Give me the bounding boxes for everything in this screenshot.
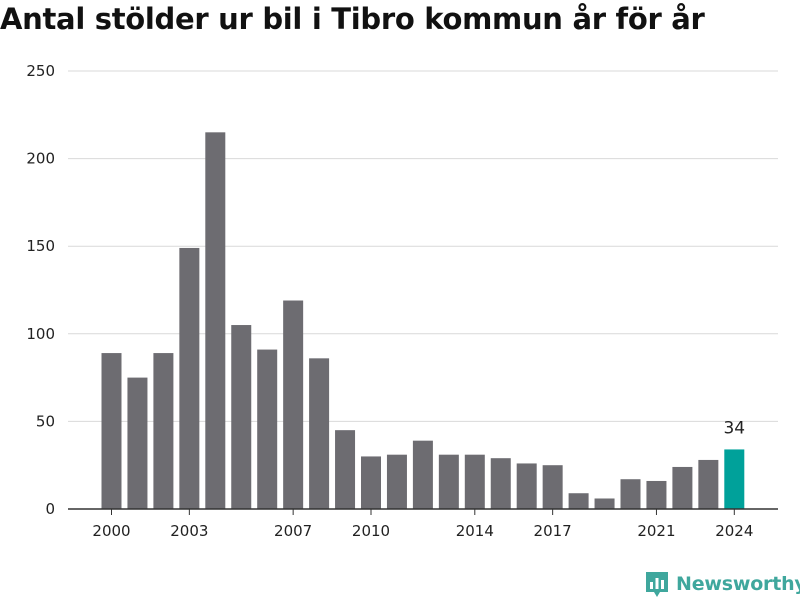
x-tick-label: 2014 — [456, 522, 494, 540]
grid-lines — [68, 70, 778, 422]
y-tick-label: 250 — [26, 62, 55, 80]
bar-2014 — [464, 454, 485, 509]
x-axis-ticks: 2000 2003 2007 2010 2014 2017 2021 2024 — [92, 509, 753, 540]
bar-2018 — [568, 493, 589, 509]
x-tick-label: 2021 — [637, 522, 675, 540]
x-tick-label: 2003 — [170, 522, 208, 540]
y-tick-label: 50 — [36, 412, 55, 430]
bar-2007 — [283, 300, 304, 509]
x-tick-label: 2010 — [352, 522, 390, 540]
bar-2019 — [594, 498, 615, 509]
bar-2010 — [361, 456, 381, 509]
y-axis-ticks: 0 50 100 150 200 250 — [26, 62, 55, 518]
bar-2011 — [386, 454, 407, 509]
bars — [101, 132, 745, 509]
x-tick-label: 2007 — [274, 522, 312, 540]
chart-title: Antal stölder ur bil i Tibro kommun år f… — [0, 2, 705, 36]
x-tick-label: 2024 — [715, 522, 753, 540]
bar-2001 — [127, 377, 148, 509]
bar-2002 — [153, 353, 174, 509]
bar-2008 — [309, 358, 330, 509]
x-tick-label: 2017 — [534, 522, 572, 540]
y-tick-label: 150 — [26, 237, 55, 255]
bar-2005 — [231, 325, 252, 509]
y-tick-label: 200 — [26, 150, 55, 168]
brand-name: Newsworthy — [676, 573, 800, 595]
y-tick-label: 100 — [26, 325, 55, 343]
x-tick-label: 2000 — [92, 522, 130, 540]
bar-2024 — [724, 449, 745, 509]
bar-2006 — [257, 349, 278, 509]
data-labels: 34 — [723, 418, 745, 438]
bar-2016 — [516, 463, 537, 509]
bar-2021 — [646, 480, 667, 509]
newsworthy-logo-icon — [646, 572, 668, 597]
y-tick-label: 0 — [45, 500, 55, 518]
bar-2013 — [438, 454, 459, 509]
bar-2020 — [620, 479, 641, 509]
bar-2015 — [490, 458, 511, 509]
bar-2004 — [205, 132, 226, 509]
bar-2017 — [542, 465, 563, 509]
bar-2023 — [698, 459, 719, 509]
bar-2022 — [672, 466, 693, 509]
bar-2003 — [179, 247, 200, 509]
data-label-2024: 34 — [723, 418, 745, 438]
bar-2009 — [335, 430, 356, 509]
bar-2000 — [101, 353, 122, 509]
bar-2012 — [412, 440, 433, 509]
newsworthy-logo: Newsworthy — [644, 570, 800, 598]
